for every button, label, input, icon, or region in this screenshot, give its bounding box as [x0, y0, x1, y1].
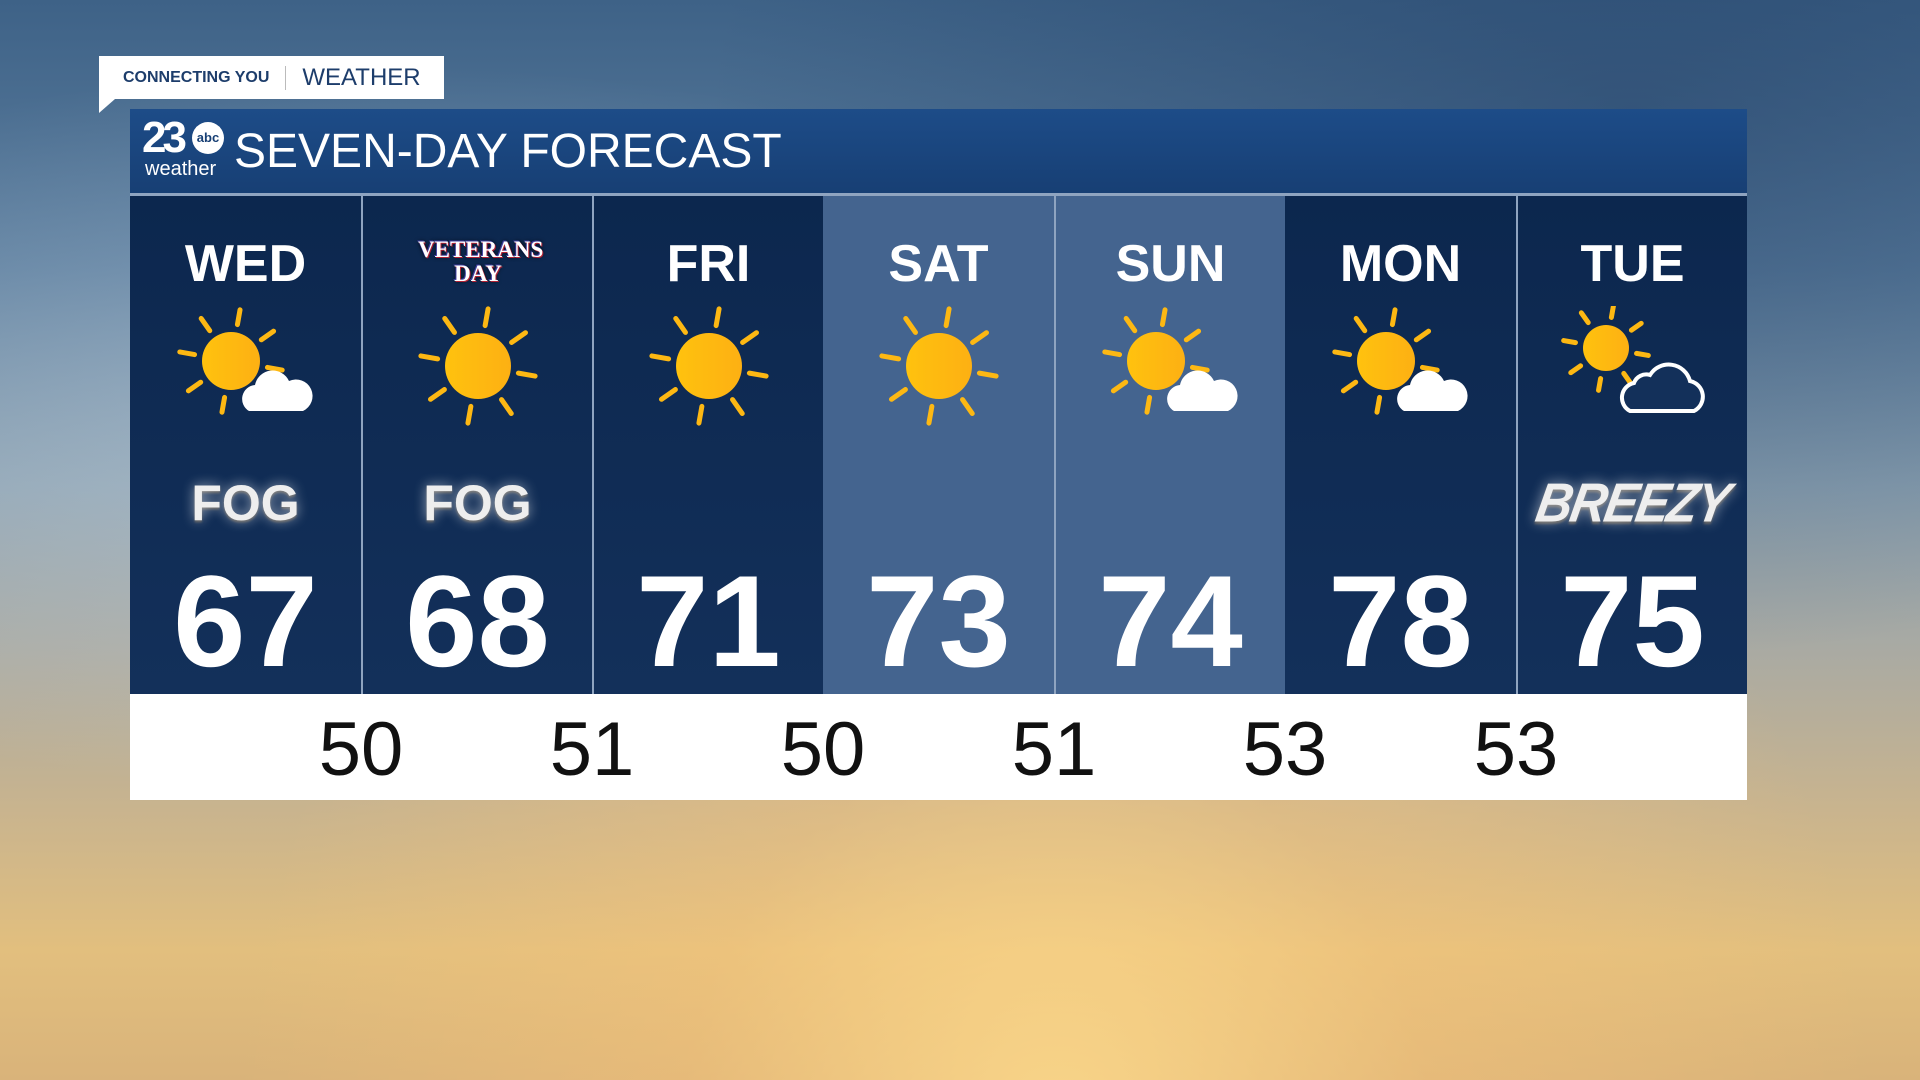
- sunny-icon: [634, 306, 784, 431]
- tag-right: WEATHER: [302, 63, 421, 91]
- sunny-icon: [864, 306, 1014, 431]
- day-column: TUE BREEZY 75: [1516, 196, 1747, 694]
- low-temp: 51: [1011, 707, 1097, 792]
- low-temp: 50: [318, 707, 404, 792]
- high-temp: 74: [1098, 548, 1243, 694]
- holiday-label: VETERANS DAY: [418, 237, 544, 286]
- high-temp: 68: [405, 548, 550, 694]
- partly-cloudy-icon: [1558, 303, 1708, 431]
- day-column: SAT 73: [823, 196, 1054, 694]
- day-column: WED FOG 67: [130, 196, 361, 694]
- mostly-sunny-icon: [1326, 306, 1476, 431]
- forecast-columns: WED FOG 67 VETERANS DAY FOG 68 FRI 71 SAT 7…: [130, 196, 1747, 694]
- logo-network: abc: [192, 122, 224, 154]
- station-logo: 23 abc weather: [142, 116, 232, 186]
- day-label: WED: [184, 235, 307, 293]
- logo-number: 23: [142, 113, 187, 162]
- low-temps-strip: 50 51 50 51 53 53: [130, 694, 1747, 800]
- day-column: FRI 71: [592, 196, 823, 694]
- day-column: VETERANS DAY FOG 68: [361, 196, 592, 694]
- page-title: SEVEN-DAY FORECAST: [234, 124, 782, 178]
- high-temp: 73: [866, 548, 1011, 694]
- condition-note: FOG: [423, 475, 532, 531]
- condition-note: FOG: [191, 475, 300, 531]
- condition-note: BREEZY: [1531, 472, 1734, 534]
- high-temp: 67: [173, 548, 318, 694]
- low-temp: 53: [1242, 707, 1328, 792]
- low-temp: 51: [549, 707, 635, 792]
- day-label: TUE: [1580, 235, 1685, 293]
- connecting-you-tag: CONNECTING YOU WEATHER: [99, 56, 444, 113]
- day-column: MON 78: [1285, 196, 1516, 694]
- day-label: FRI: [666, 235, 751, 293]
- mostly-sunny-icon: [171, 306, 321, 431]
- forecast-header: 23 abc weather SEVEN-DAY FORECAST: [130, 109, 1747, 196]
- high-temp: 75: [1560, 548, 1705, 694]
- sunny-icon: [403, 306, 553, 431]
- logo-sub: weather: [145, 158, 217, 180]
- day-label: SAT: [888, 235, 989, 293]
- day-label: MON: [1339, 235, 1462, 293]
- high-temp: 71: [636, 548, 781, 694]
- tag-left: CONNECTING YOU: [123, 68, 270, 86]
- day-column: SUN 74: [1054, 196, 1285, 694]
- mostly-sunny-icon: [1096, 306, 1246, 431]
- tag-divider: [285, 65, 287, 90]
- low-temp: 53: [1473, 707, 1559, 792]
- low-temp: 50: [780, 707, 866, 792]
- day-label: SUN: [1115, 235, 1226, 293]
- high-temp: 78: [1328, 548, 1473, 694]
